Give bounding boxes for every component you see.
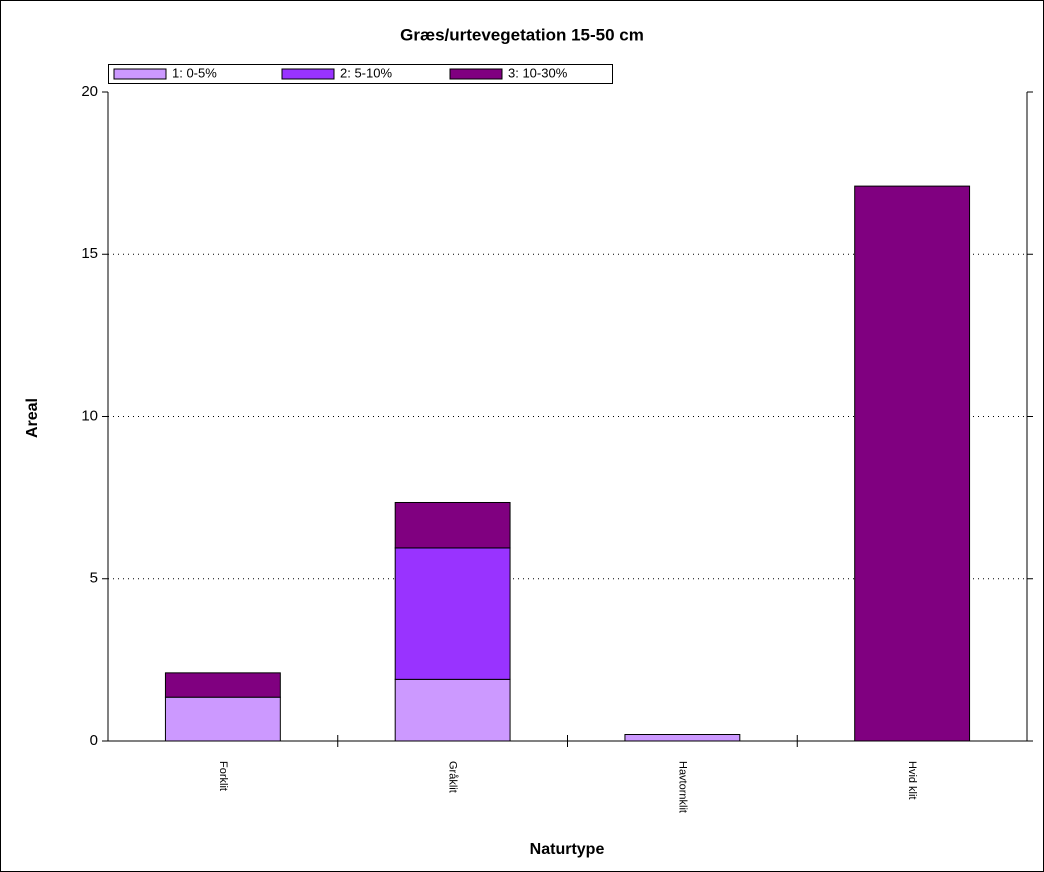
bar-segment xyxy=(394,501,511,549)
y-tick-label: 5 xyxy=(90,570,98,587)
legend-label: 1: 0-5% xyxy=(172,65,217,80)
legend-swatch xyxy=(281,68,335,80)
y-tick-label: 10 xyxy=(81,407,98,424)
bar-segment xyxy=(394,547,511,680)
x-tick-label: Forklit xyxy=(217,761,229,791)
x-tick-label: Havtornklit xyxy=(676,761,688,813)
x-tick-label: Gråklit xyxy=(447,761,459,793)
legend-swatch xyxy=(113,68,167,80)
bar-segment xyxy=(854,185,971,742)
x-axis-label: Naturtype xyxy=(530,841,605,858)
bar-segment xyxy=(164,672,281,698)
y-tick-label: 15 xyxy=(81,245,98,262)
bar-segment xyxy=(394,678,511,742)
y-tick-label: 0 xyxy=(90,732,98,749)
legend-swatch xyxy=(449,68,503,80)
chart-title: Græs/urtevegetation 15-50 cm xyxy=(400,25,644,44)
bar-segment xyxy=(624,734,741,742)
bar-segment xyxy=(164,696,281,742)
x-tick-label: Hvid klit xyxy=(906,761,918,800)
legend-label: 3: 10-30% xyxy=(508,65,568,80)
y-axis-label: Areal xyxy=(24,398,41,438)
y-tick-label: 20 xyxy=(81,83,98,100)
legend-label: 2: 5-10% xyxy=(340,65,392,80)
